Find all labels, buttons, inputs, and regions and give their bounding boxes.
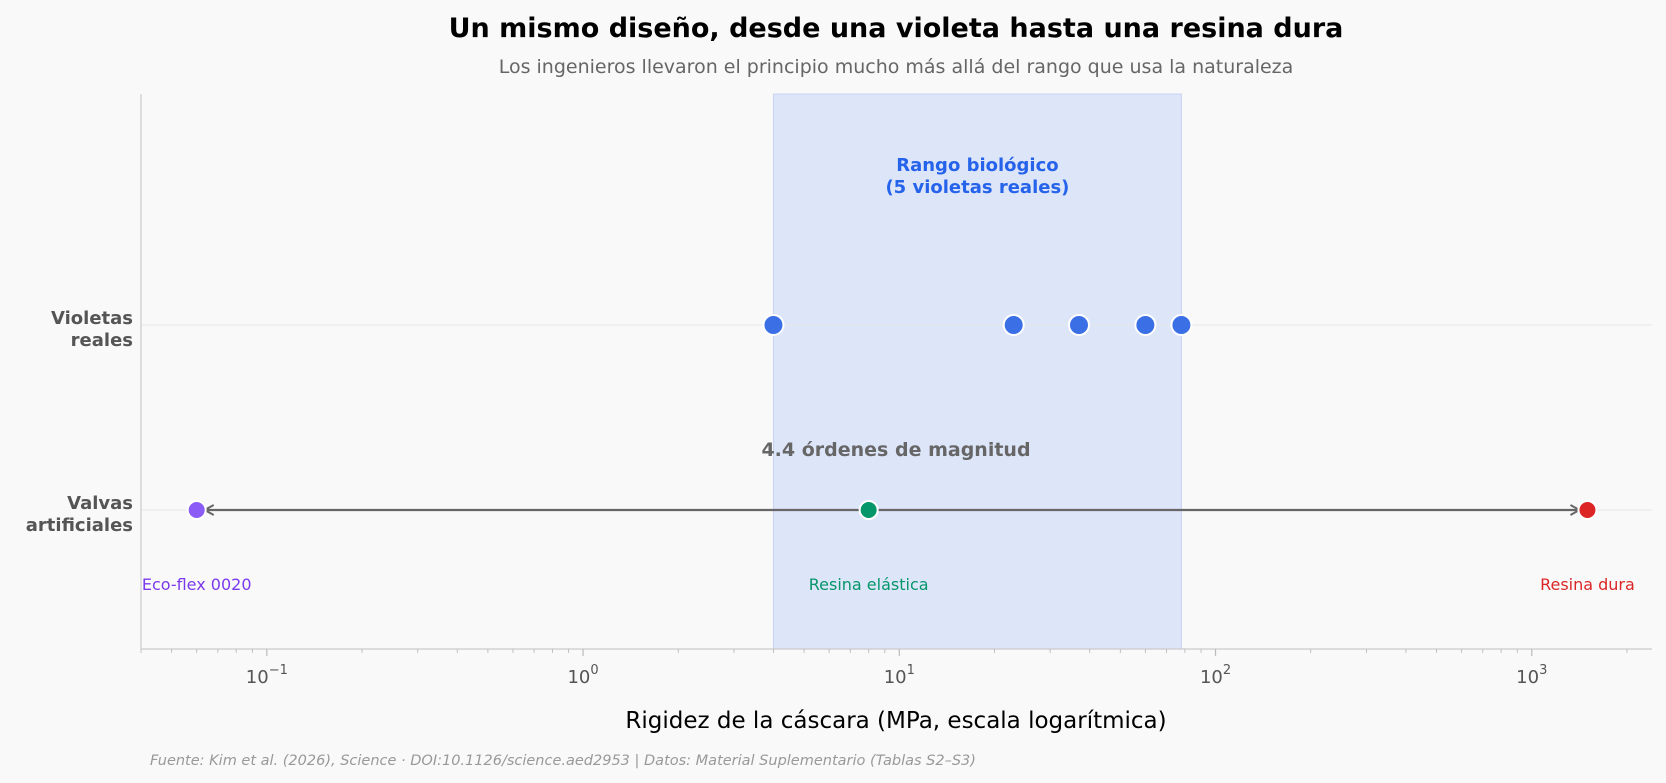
- band-label-line1: Rango biológico: [896, 155, 1058, 176]
- x-axis-label: Rigidez de la cáscara (MPa, escala logar…: [625, 708, 1166, 734]
- x-tick-label: 102: [1200, 663, 1231, 688]
- valve-point: [1577, 500, 1598, 520]
- x-tick-label: 10−1: [246, 663, 288, 688]
- valve-point-label: Eco-flex 0020: [142, 575, 252, 594]
- y-label-violetas-line1: Violetas: [51, 308, 133, 329]
- valve-point: [858, 500, 879, 520]
- y-label-valvas-line1: Valvas: [67, 493, 133, 514]
- band-label-line2: (5 violetas reales): [885, 177, 1069, 198]
- y-label-violetas-line2: reales: [71, 330, 133, 351]
- valve-point-label: Resina elástica: [809, 575, 929, 594]
- chart-subtitle: Los ingenieros llevaron el principio muc…: [499, 56, 1294, 78]
- biological-range-band: [772, 93, 1182, 650]
- x-tick-label: 100: [567, 663, 598, 688]
- source-footer: Fuente: Kim et al. (2026), Science · DOI…: [150, 753, 976, 769]
- valve-point: [186, 500, 207, 520]
- valve-point-label: Resina dura: [1540, 575, 1635, 594]
- x-tick-label: 101: [884, 663, 915, 688]
- chart-title: Un mismo diseño, desde una violeta hasta…: [449, 13, 1344, 44]
- violet-point: [1134, 314, 1157, 336]
- x-tick-label: 103: [1516, 663, 1547, 688]
- violet-point: [1067, 314, 1090, 336]
- x-axis-ticks: 10−1 100 101 102 103: [140, 649, 1628, 688]
- violet-point: [1002, 314, 1025, 336]
- y-label-valvas-line2: artificiales: [26, 515, 133, 536]
- violet-point: [762, 314, 785, 336]
- violet-point: [1170, 314, 1193, 336]
- data-points: Eco-flex 0020 Resina elástica Resina dura: [142, 314, 1635, 594]
- magnitude-span-label: 4.4 órdenes de magnitud: [761, 439, 1030, 461]
